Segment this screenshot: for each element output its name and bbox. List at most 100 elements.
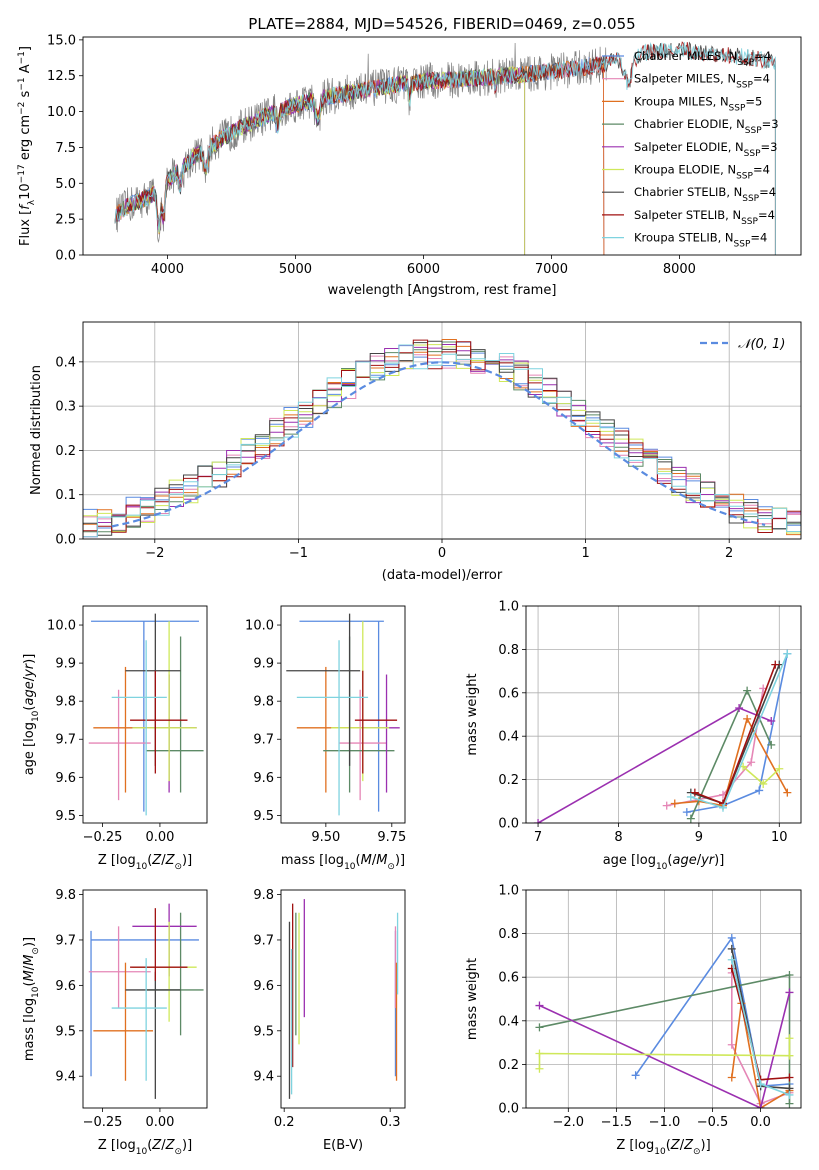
y-tick-label: 10.0 [245,619,274,634]
y-tick-label: 0.2 [498,1058,519,1073]
legend-label-part: =4 [759,185,776,199]
y-axis-label-part: ( [22,706,37,711]
x-axis-label-part: ( [147,853,152,868]
weight-line [634,935,790,1088]
weight-marker [662,801,671,810]
x-axis-label-part: age [672,853,696,868]
x-tick-label: 0.00 [145,830,174,845]
plot-area [288,899,399,1099]
x-tick-label: 10 [771,830,788,845]
legend-label-part: =4 [753,72,770,86]
weight-marker [785,971,794,980]
normal-reference-curve [111,361,766,528]
x-axis-label-part: Z [151,1138,162,1153]
x-axis-label-part: M [361,853,372,868]
axes-spectrum: 4000 5000 6000 7000 8000 0.0 2.5 5.0 7.5 10.0 12.5… [17,33,802,298]
y-tick-label: 0.4 [498,1014,519,1029]
weight-marker [686,814,695,823]
weight-marker [727,1040,736,1049]
x-tick-label: −2 [145,546,164,561]
y-tick-label: 0.0 [55,533,76,548]
y-tick-label: 0.8 [498,643,519,658]
x-axis-label-part: )] [182,1138,192,1153]
weight-marker [767,717,776,726]
weight-marker [535,1001,544,1010]
y-tick-label: 10.0 [47,105,76,120]
x-axis-label-part: / [680,1138,685,1153]
x-axis-label-part: M [376,853,387,868]
weight-marker [727,1073,736,1082]
legend-label: Chabrier MILES, NSSP=4 [634,49,771,68]
x-axis-label-part: )] [395,853,405,868]
y-axis-label-part: Flux [ [18,210,33,246]
x-axis-label-part: 10 [136,862,148,872]
x-axis-label-part: 10 [656,862,668,872]
legend-label-part: =4 [750,231,767,245]
y-tick-label: 2.5 [55,213,76,228]
y-tick-label: 9.7 [55,733,76,748]
y-tick-label: 9.7 [253,933,274,948]
y-tick-label: 0.0 [55,249,76,264]
legend-label: Kroupa ELODIE, NSSP=4 [634,163,770,182]
x-tick-label: 6000 [407,262,440,277]
x-tick-label: −1.5 [601,1115,633,1130]
x-axis-label: mass [log10(M/M⊙)] [281,853,405,872]
histogram-step-line [83,344,801,538]
x-axis-label-part: mass [log [281,853,344,868]
y-tick-label: 9.6 [55,771,76,786]
legend-label-part: SSP [741,217,758,227]
legend-label-part: SSP [729,103,746,113]
legend-label: Salpeter MILES, NSSP=4 [634,72,770,91]
legend-label-part: SSP [744,149,761,159]
plot-area [286,613,400,816]
plot-area [534,649,792,823]
y-tick-label: 9.5 [55,809,76,824]
plot-area [535,933,794,1108]
y-axis-label-part: −1 [17,51,27,64]
y-tick-label: 12.5 [47,69,76,84]
x-axis-label-part: age [log [603,853,656,868]
x-tick-label: 0.0 [750,1115,771,1130]
weight-marker [767,740,776,749]
weight-marker [771,660,780,669]
legend-label-part: Salpeter MILES, N [634,72,736,86]
y-tick-label: 9.5 [55,1024,76,1039]
x-axis-label-part: Z [log [98,853,136,868]
y-tick-label: 9.9 [253,657,274,672]
weight-marker [631,1071,640,1080]
x-axis-label-part: ( [356,853,361,868]
weight-marker [535,1064,544,1073]
axes-weight-vs-Z: −2.0 −1.5 −1.0 −0.5 0.0 0.0 0.2 0.4 0.6 0.8 1.0 Z [… [465,884,802,1157]
legend-label-part: =4 [758,208,775,222]
y-tick-label: 7.5 [55,141,76,156]
legend-label-part: =4 [753,163,770,177]
figure-title: PLATE=2884, MJD=54526, FIBERID=0469, z=0… [248,15,635,33]
x-axis-label: E(B-V) [323,1138,363,1153]
axes-frame [82,36,802,256]
legend-label: 𝒩(0, 1) [738,337,785,352]
weight-marker [535,1049,544,1058]
y-axis-label: Normed distribution [29,365,44,495]
axes-frame [280,889,406,1109]
legend-label-part: SSP [736,172,753,182]
x-tick-label: 8 [614,830,622,845]
weight-marker [719,803,728,812]
axes-residuals: −2 −1 0 1 2 0.0 0.1 0.2 0.3 0.4 𝒩(0, 1) (data-model… [29,321,802,583]
axes-mass-vs-EBV: 0.2 0.3 9.4 9.5 9.6 9.7 9.8 E(B-V) [253,888,406,1153]
y-axis-label-part: age [log [22,722,37,775]
plots-layer: 4000 5000 6000 7000 80000.02.55.07.510.012.5… [17,33,802,1157]
y-tick-label: 15.0 [47,33,76,48]
x-axis-label-part: / [372,853,377,868]
plot-area [114,41,776,255]
legend-label-part: SSP [737,58,754,68]
y-tick-label: 9.6 [55,979,76,994]
x-axis-label-part: yr [700,853,716,868]
x-axis-label-part: ⊙ [174,862,182,872]
x-axis-label-part: / [161,1138,166,1153]
x-tick-label: −0.5 [697,1115,729,1130]
legend-label-part: Kroupa MILES, N [634,94,729,108]
x-axis-label-part: Z [151,853,162,868]
x-tick-label: 0.00 [145,1115,174,1130]
y-tick-label: 1.0 [498,884,519,899]
